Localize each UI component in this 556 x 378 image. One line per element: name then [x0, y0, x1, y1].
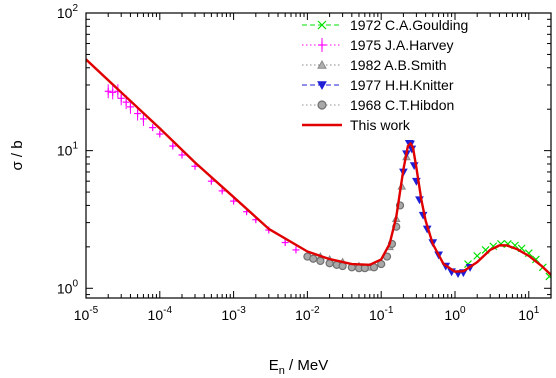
x-axis-title-sub: n — [279, 365, 285, 377]
series-1-point-9 — [156, 130, 164, 138]
series-1-point-7 — [139, 115, 147, 123]
x-tick-label-4: 10-1 — [369, 305, 394, 323]
series-1-point-3 — [117, 94, 125, 102]
legend-entry-5: This work — [302, 117, 411, 133]
series-0-point-1 — [473, 251, 482, 260]
x-tick-label-5-exp: 0 — [460, 305, 466, 316]
y-tick-label-1: 101 — [57, 141, 79, 159]
series-1-point-13 — [207, 177, 215, 185]
series-1-point-11 — [178, 151, 186, 159]
y-tick-label-0-exp: 0 — [72, 278, 78, 289]
series-1-point-8 — [149, 124, 157, 132]
legend-label-0: 1972 C.A.Goulding — [350, 17, 468, 33]
series-3 — [399, 140, 475, 279]
series-1 — [104, 84, 311, 260]
series-1-point-5 — [126, 103, 134, 111]
series-0-point-9-stroke-b — [532, 255, 540, 264]
x-tick-label-6-exp: 1 — [534, 305, 540, 316]
series-4-point-2 — [316, 256, 325, 266]
y-tick-label-0-base: 10 — [57, 280, 73, 296]
x-tick-label-0-exp: -5 — [89, 305, 98, 316]
x-tick-label-2-base: 10 — [221, 307, 237, 323]
series-1-point-6 — [134, 110, 142, 118]
y-tick-label-1-exp: 1 — [72, 141, 78, 152]
legend-entry-0: 1972 C.A.Goulding — [302, 17, 468, 33]
x-tick-label-3-exp: -2 — [311, 305, 320, 316]
legend-label-2: 1982 A.B.Smith — [350, 57, 447, 73]
legend-label-1: 1975 J.A.Harvey — [350, 37, 454, 53]
y-axis-title: σ / b — [9, 140, 26, 170]
series-0-point-9 — [532, 255, 540, 264]
series-0-point-11-stroke-b — [545, 273, 551, 281]
series-0-point-2-stroke-b — [481, 245, 490, 254]
series-1-point-14 — [218, 187, 226, 195]
x-tick-label-3-base: 10 — [295, 307, 311, 323]
x-axis-title: En / MeV — [269, 357, 329, 377]
x-tick-label-3: 10-2 — [295, 305, 320, 323]
x-axis-title-main: E — [269, 357, 279, 374]
series-4 — [303, 201, 405, 273]
x-tick-label-5: 100 — [444, 305, 466, 323]
legend-label-4: 1968 C.T.Hibdon — [350, 97, 454, 113]
y-tick-label-0: 100 — [57, 278, 79, 296]
y-tick-label-1-base: 10 — [57, 143, 73, 159]
series-1-point-10 — [169, 142, 177, 150]
x-tick-label-1-base: 10 — [148, 307, 164, 323]
series-1-point-19 — [281, 239, 289, 247]
legend-label-3: 1977 H.H.Knitter — [350, 77, 454, 93]
legend-marker-0 — [317, 20, 327, 30]
legend-entry-4: 1968 C.T.Hibdon — [302, 97, 454, 113]
legend-marker-1 — [318, 41, 326, 49]
x-tick-label-6-base: 10 — [518, 307, 534, 323]
legend-entry-1: 1975 J.A.Harvey — [302, 37, 454, 53]
x-tick-label-2: 10-3 — [221, 305, 246, 323]
series-0-point-1-stroke-b — [473, 251, 482, 260]
legend-entry-2: 1982 A.B.Smith — [302, 57, 447, 73]
plot-frame — [85, 12, 552, 299]
series-1-point-0 — [104, 87, 112, 95]
x-tick-label-4-exp: -1 — [385, 305, 394, 316]
series-5 — [86, 58, 551, 276]
legend-marker-3 — [317, 81, 327, 91]
series-1-point-4 — [122, 98, 130, 106]
legend-marker-4 — [317, 100, 327, 110]
legend-entry-3: 1977 H.H.Knitter — [302, 77, 454, 93]
series-1-point-15 — [230, 197, 238, 205]
legend-label-5: This work — [350, 117, 411, 133]
x-tick-label-0-base: 10 — [74, 307, 90, 323]
x-tick-label-2-exp: -3 — [237, 305, 246, 316]
y-tick-label-2-exp: 2 — [72, 3, 78, 14]
x-tick-label-1: 10-4 — [148, 305, 173, 323]
data-marks — [86, 58, 551, 281]
x-tick-label-4-base: 10 — [369, 307, 385, 323]
series-5-line — [86, 58, 551, 276]
x-tick-label-1-exp: -4 — [163, 305, 172, 316]
x-tick-label-0: 10-5 — [74, 305, 99, 323]
x-tick-label-6: 101 — [518, 305, 540, 323]
legend-marker-2 — [317, 59, 327, 69]
series-1-point-20 — [292, 246, 300, 254]
series-0-point-11 — [545, 272, 551, 281]
series-1-point-1 — [109, 88, 117, 96]
series-4-point-1 — [309, 254, 318, 263]
y-tick-label-2: 102 — [57, 3, 79, 21]
y-tick-label-2-base: 10 — [57, 5, 73, 21]
legend-marker-0-stroke-b — [317, 20, 327, 30]
x-axis-title-rest: / MeV — [285, 357, 328, 374]
x-tick-label-5-base: 10 — [444, 307, 460, 323]
legend: 1972 C.A.Goulding 1975 J.A.Harvey 1982 A.B… — [302, 17, 468, 133]
